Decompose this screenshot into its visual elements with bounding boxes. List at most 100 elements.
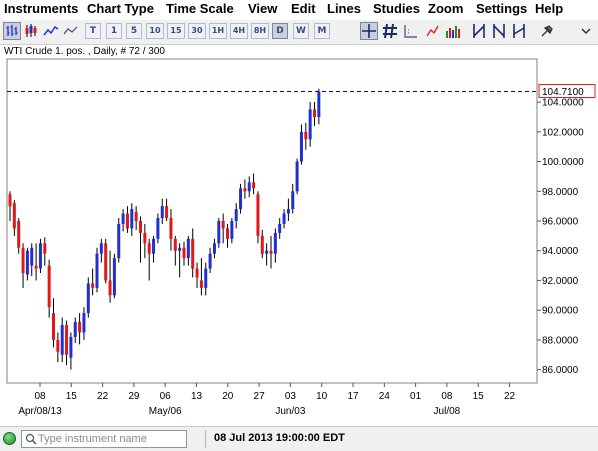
- instrument-search-box[interactable]: [21, 430, 187, 448]
- candle: [191, 228, 195, 278]
- candlestick-icon[interactable]: [22, 22, 40, 40]
- area-chart-icon[interactable]: [62, 22, 80, 40]
- month-label: Apr/08/13: [18, 406, 62, 417]
- candle: [204, 262, 208, 296]
- grid-icon[interactable]: [381, 22, 399, 40]
- menu-settings[interactable]: Settings: [476, 1, 528, 16]
- candle-body: [43, 243, 47, 254]
- candle: [143, 223, 147, 259]
- candle: [17, 218, 21, 254]
- status-separator: [205, 430, 206, 448]
- last-price-badge: [538, 84, 596, 99]
- timeframe-1min-button[interactable]: 1: [106, 23, 122, 39]
- candle: [108, 250, 112, 303]
- price-axis-icon[interactable]: [423, 22, 441, 40]
- scale-icon[interactable]: [402, 22, 420, 40]
- y-tick-label: 96.0000: [542, 217, 579, 228]
- line-chart-icon[interactable]: [42, 22, 60, 40]
- candle: [82, 307, 86, 340]
- candle-body: [104, 243, 108, 281]
- candle-body: [47, 265, 51, 308]
- timeframe-8h-button[interactable]: 8H: [251, 23, 269, 39]
- candle-body: [73, 322, 77, 337]
- candle: [286, 198, 290, 221]
- menu-edit[interactable]: Edit: [291, 1, 316, 16]
- timeframe-4h-button[interactable]: 4H: [230, 23, 248, 39]
- timeframe-30min-button[interactable]: 30: [188, 23, 206, 39]
- menu-lines[interactable]: Lines: [327, 1, 361, 16]
- x-tick-label: 13: [191, 391, 203, 402]
- trendline-tool-1-icon[interactable]: [470, 22, 488, 40]
- menu-chart-type[interactable]: Chart Type: [87, 1, 154, 16]
- candle-body: [112, 258, 116, 296]
- volume-bars-icon[interactable]: [444, 22, 462, 40]
- candle: [299, 124, 303, 165]
- y-tick-label: 90.0000: [542, 306, 579, 317]
- candle: [147, 238, 151, 281]
- candle-body: [260, 235, 264, 254]
- candle-body: [191, 238, 195, 269]
- timeframe-1h-button[interactable]: 1H: [209, 23, 227, 39]
- candle: [169, 209, 173, 251]
- candle: [86, 277, 90, 318]
- candle: [47, 259, 51, 318]
- candle-body: [313, 109, 316, 117]
- x-tick-label: 17: [347, 391, 359, 402]
- candle-body: [17, 221, 21, 248]
- trendline-tool-2-icon[interactable]: [490, 22, 508, 40]
- candle-body: [69, 336, 73, 358]
- timeframe-daily-button[interactable]: D: [272, 23, 288, 39]
- menu-time-scale[interactable]: Time Scale: [166, 1, 234, 16]
- trendline-tool-3-icon[interactable]: [510, 22, 528, 40]
- candle: [273, 228, 277, 263]
- timeframe-5min-button[interactable]: 5: [126, 23, 142, 39]
- candle-body: [125, 213, 129, 229]
- instrument-search-input[interactable]: [38, 431, 184, 447]
- menu-instruments[interactable]: Instruments: [4, 1, 79, 16]
- candle: [130, 203, 134, 236]
- candle: [239, 183, 243, 214]
- dropdown-arrow-icon[interactable]: [577, 22, 595, 40]
- candle-body: [239, 188, 243, 210]
- x-tick-label: 15: [66, 391, 78, 402]
- candle-body: [317, 91, 321, 117]
- candle: [43, 237, 47, 266]
- candle: [243, 179, 247, 199]
- menu-bar: Instruments Chart Type Time Scale View E…: [0, 0, 598, 19]
- candle-body: [186, 238, 190, 259]
- month-label: May/06: [149, 406, 182, 417]
- candle-body: [295, 161, 299, 192]
- candle-body: [117, 223, 121, 259]
- candle-body: [56, 339, 60, 352]
- candle: [99, 238, 103, 263]
- bar-chart-icon[interactable]: [3, 22, 21, 40]
- candle: [247, 176, 251, 198]
- x-tick-label: 03: [285, 391, 297, 402]
- candle-body: [169, 218, 173, 239]
- candle-body: [160, 206, 164, 219]
- candle: [30, 243, 34, 276]
- timeframe-15min-button[interactable]: 15: [167, 23, 185, 39]
- candle-body: [134, 212, 138, 221]
- pin-icon[interactable]: [538, 22, 556, 40]
- candle-body: [152, 238, 156, 254]
- status-bar: 08 Jul 2013 19:00:00 EDT: [0, 426, 598, 451]
- timeframe-tick-button[interactable]: T: [85, 23, 101, 39]
- chart-title: WTI Crude 1. pos. , Daily, # 72 / 300: [4, 46, 165, 57]
- candle: [8, 191, 12, 221]
- candle: [282, 209, 286, 229]
- timeframe-10min-button[interactable]: 10: [146, 23, 164, 39]
- menu-zoom[interactable]: Zoom: [428, 1, 464, 16]
- candle: [56, 332, 60, 363]
- crosshair-icon[interactable]: [360, 22, 378, 40]
- candle: [182, 241, 186, 266]
- candle-body: [121, 213, 125, 224]
- timeframe-weekly-button[interactable]: W: [293, 23, 309, 39]
- menu-studies[interactable]: Studies: [373, 1, 420, 16]
- candle: [25, 247, 29, 281]
- menu-view[interactable]: View: [248, 1, 278, 16]
- timeframe-monthly-button[interactable]: M: [314, 23, 330, 39]
- menu-help[interactable]: Help: [535, 1, 564, 16]
- candle: [256, 191, 260, 244]
